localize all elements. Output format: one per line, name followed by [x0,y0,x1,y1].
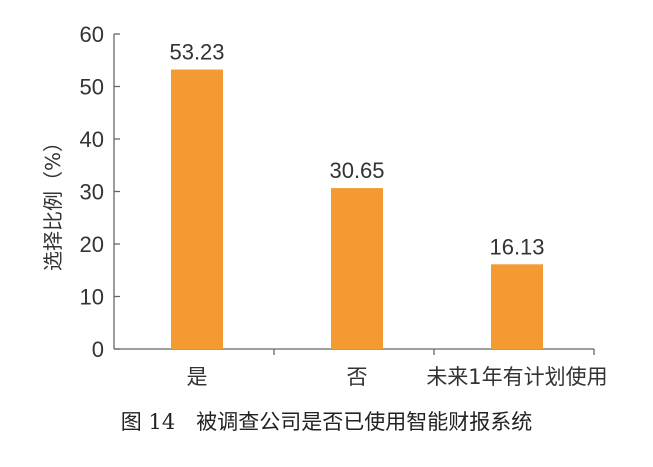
bar [171,69,223,349]
figure-caption: 图 14 被调查公司是否已使用智能财报系统 [120,410,533,434]
category-label: 未来1年有计划使用 [426,365,607,389]
category-label: 是 [187,365,208,389]
category-label: 否 [347,365,368,389]
data-label: 53.23 [169,40,224,65]
bar-chart: 0 10 20 30 40 50 60 53.23 是 30.65 否 16.13 未来1年有计划使用 选… [41,22,608,389]
y-tick-label: 30 [80,180,104,205]
labels: 0 10 20 30 40 50 60 53.23 是 30.65 否 16.13 未来1年有计划使用 选… [41,22,608,389]
bar [331,188,383,349]
y-tick-label: 50 [80,75,104,100]
y-tick-label: 0 [92,337,104,362]
y-tick-label: 20 [80,232,104,257]
y-tick-label: 60 [80,22,104,47]
bars [171,69,543,349]
y-tick-label: 40 [80,127,104,152]
data-label: 16.13 [489,234,544,259]
y-axis-title: 选择比例（%） [41,132,65,271]
data-label: 30.65 [329,158,384,183]
y-tick-label: 10 [80,285,104,310]
bar [491,264,543,349]
